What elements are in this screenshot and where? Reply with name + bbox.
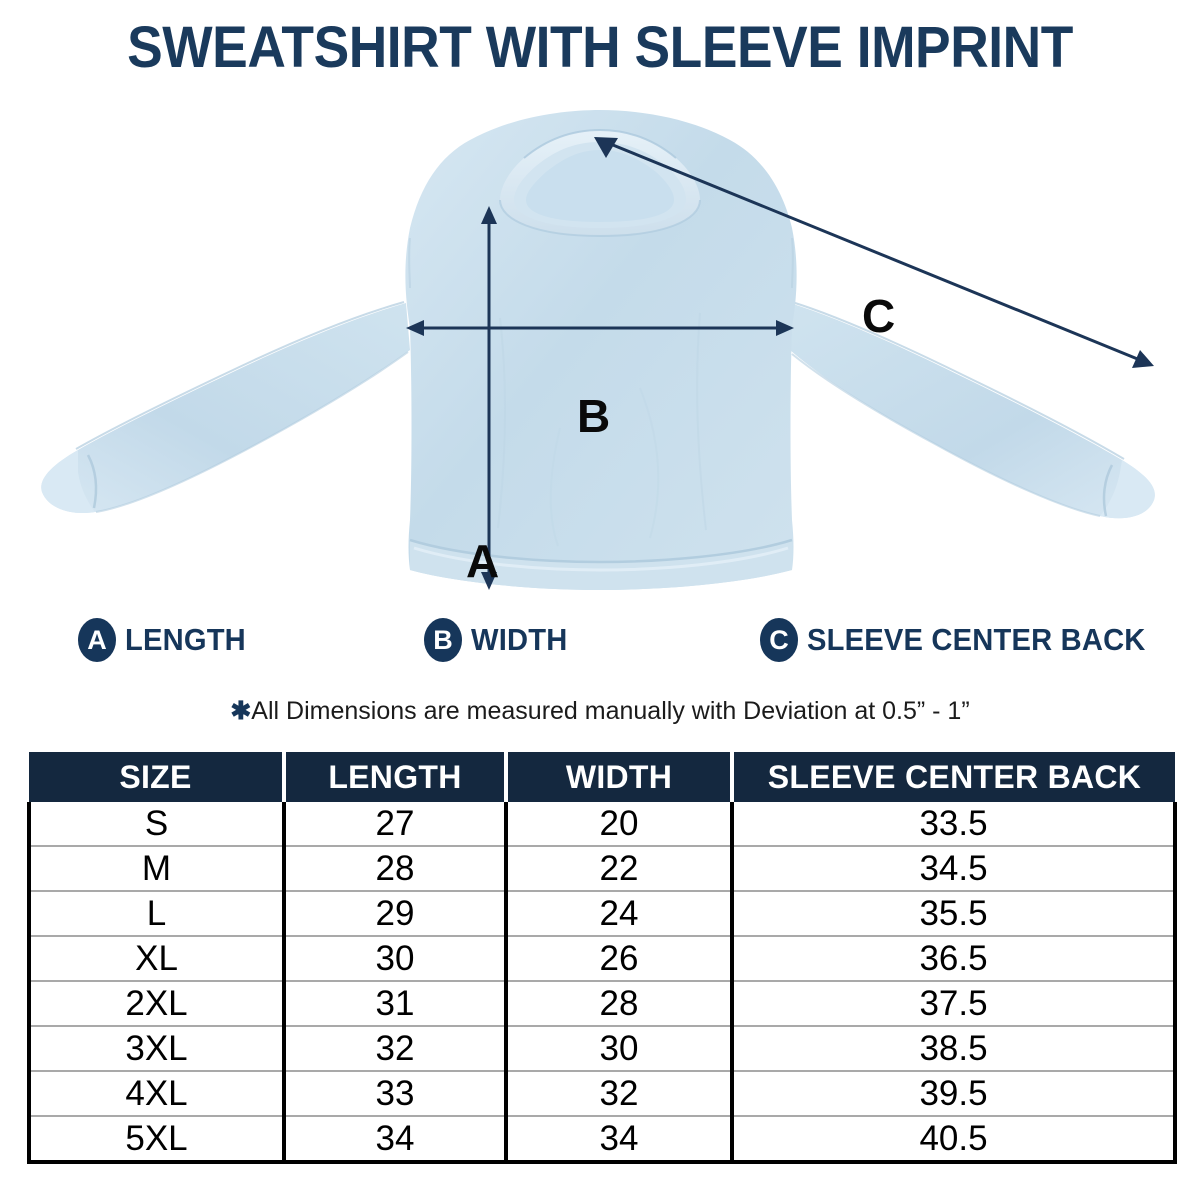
table-row: 5XL 34 34 40.5: [27, 1116, 1177, 1164]
cell-length: 28: [284, 846, 508, 892]
asterisk-icon: ✱: [230, 697, 252, 725]
table-row: S 27 20 33.5: [27, 802, 1177, 847]
sweatshirt-diagram: A B C: [0, 88, 1200, 608]
cell-sleeve: 40.5: [732, 1116, 1177, 1164]
cell-sleeve: 38.5: [732, 1026, 1177, 1072]
cell-length: 31: [284, 981, 508, 1027]
legend-badge-b: B: [424, 618, 462, 662]
table-header-row: SIZE LENGTH WIDTH SLEEVE CENTER BACK: [29, 752, 1175, 802]
cell-sleeve: 34.5: [732, 846, 1177, 892]
cell-sleeve: 36.5: [732, 936, 1177, 982]
table-row: L 29 24 35.5: [27, 891, 1177, 937]
legend-item-width: B WIDTH: [424, 618, 574, 662]
cell-length: 27: [284, 802, 508, 847]
cell-length: 34: [284, 1116, 508, 1164]
cell-size: M: [27, 846, 286, 892]
cell-width: 28: [506, 981, 734, 1027]
deviation-note-text: All Dimensions are measured manually wit…: [251, 697, 970, 725]
legend-label-sleeve-center-back: SLEEVE CENTER BACK: [807, 622, 1146, 657]
legend-label-width: WIDTH: [471, 622, 568, 657]
cell-size: S: [27, 802, 286, 847]
cell-size: 3XL: [27, 1026, 286, 1072]
cell-size: 2XL: [27, 981, 286, 1027]
page-title: SWEATSHIRT WITH SLEEVE IMPRINT: [127, 15, 1073, 80]
cell-width: 32: [506, 1071, 734, 1117]
cell-sleeve: 35.5: [732, 891, 1177, 937]
deviation-note: ✱All Dimensions are measured manually wi…: [0, 696, 1200, 726]
legend-item-length: A LENGTH: [78, 618, 254, 662]
measurement-legend: A LENGTH B WIDTH C SLEEVE CENTER BACK: [0, 618, 1200, 670]
cell-length: 29: [284, 891, 508, 937]
cell-width: 20: [506, 802, 734, 847]
cell-size: 5XL: [27, 1116, 286, 1164]
cell-size: L: [27, 891, 286, 937]
left-sleeve: [41, 301, 410, 514]
column-header-width: WIDTH: [506, 752, 734, 802]
dimension-label-a: A: [466, 535, 500, 587]
size-chart-table: SIZE LENGTH WIDTH SLEEVE CENTER BACK S 2…: [27, 752, 1177, 1164]
legend-label-length: LENGTH: [125, 622, 246, 657]
legend-item-sleeve-center-back: C SLEEVE CENTER BACK: [760, 618, 1167, 662]
table-row: M 28 22 34.5: [27, 846, 1177, 892]
dimension-arrow-a: [481, 206, 497, 590]
table-row: 2XL 31 28 37.5: [27, 981, 1177, 1027]
dimension-label-c: C: [862, 290, 896, 342]
cell-sleeve: 39.5: [732, 1071, 1177, 1117]
cell-length: 33: [284, 1071, 508, 1117]
table-row: XL 30 26 36.5: [27, 936, 1177, 982]
size-chart-table-wrapper: SIZE LENGTH WIDTH SLEEVE CENTER BACK S 2…: [27, 752, 1177, 1164]
cell-sleeve: 33.5: [732, 802, 1177, 847]
cell-width: 30: [506, 1026, 734, 1072]
column-header-length: LENGTH: [284, 752, 508, 802]
sweatshirt-body: [405, 110, 797, 590]
legend-badge-c: C: [760, 618, 798, 662]
cell-sleeve: 37.5: [732, 981, 1177, 1027]
cell-width: 22: [506, 846, 734, 892]
table-row: 4XL 33 32 39.5: [27, 1071, 1177, 1117]
legend-badge-a: A: [78, 618, 116, 662]
table-row: 3XL 32 30 38.5: [27, 1026, 1177, 1072]
cell-length: 30: [284, 936, 508, 982]
right-sleeve: [790, 301, 1155, 519]
cell-width: 34: [506, 1116, 734, 1164]
cell-width: 24: [506, 891, 734, 937]
dimension-label-b: B: [577, 390, 611, 442]
column-header-size: SIZE: [29, 752, 286, 802]
cell-size: XL: [27, 936, 286, 982]
dimension-arrow-c: [594, 137, 1154, 368]
cell-size: 4XL: [27, 1071, 286, 1117]
dimension-arrow-b: [406, 320, 794, 336]
cell-width: 26: [506, 936, 734, 982]
column-header-sleeve-center-back: SLEEVE CENTER BACK: [732, 752, 1175, 802]
cell-length: 32: [284, 1026, 508, 1072]
